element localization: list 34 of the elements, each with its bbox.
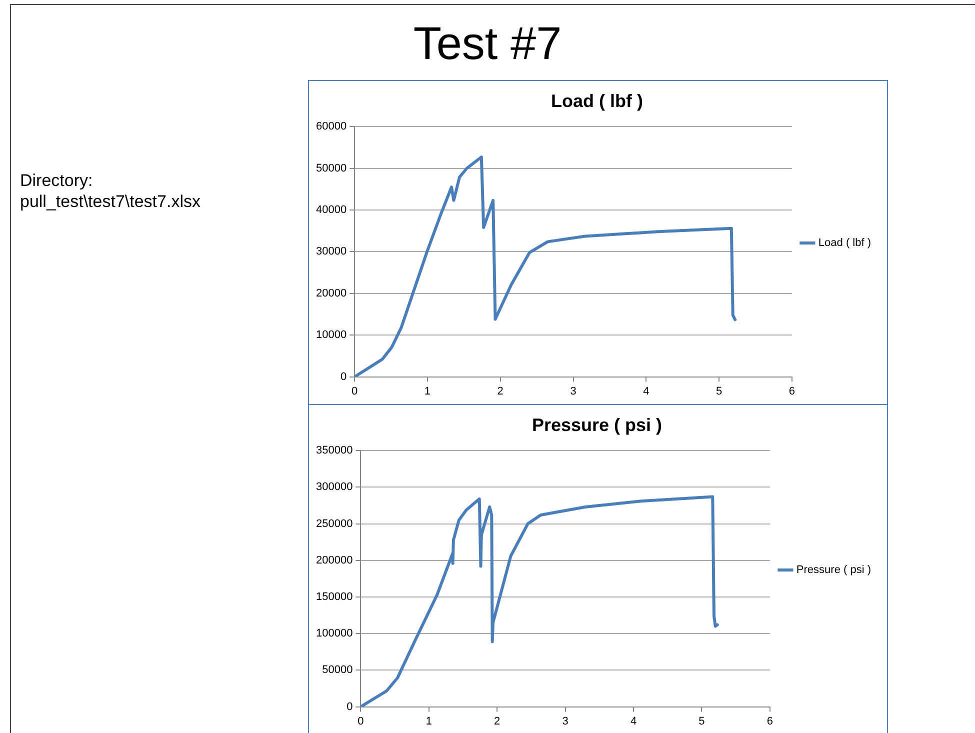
x-tick-label: 3 (570, 385, 576, 398)
x-tick-label: 0 (358, 715, 364, 728)
x-tick-label: 4 (630, 715, 637, 728)
legend-label: Load ( lbf ) (818, 237, 872, 250)
x-tick-label: 2 (497, 385, 504, 398)
x-tick-label: 4 (643, 385, 650, 398)
x-tick-label: 6 (766, 715, 773, 728)
x-tick-label: 5 (716, 385, 722, 398)
y-tick-label: 30000 (316, 246, 347, 258)
y-tick-label: 50000 (322, 664, 353, 676)
x-tick-label: 3 (562, 715, 568, 728)
y-tick-label: 250000 (316, 518, 353, 530)
y-tick-label: 20000 (316, 287, 347, 300)
y-tick-label: 60000 (316, 120, 347, 133)
text: Test #7 (412, 16, 563, 70)
y-tick-label: 0 (340, 370, 347, 383)
text: Directory: pull_test\test7\test7.xlsx (20, 170, 200, 212)
y-tick-label: 40000 (316, 204, 347, 216)
y-tick-label: 0 (346, 700, 353, 713)
x-tick-label: 1 (426, 715, 432, 728)
x-tick-label: 6 (788, 385, 795, 398)
x-tick-label: 1 (424, 385, 431, 398)
y-tick-label: 10000 (316, 329, 347, 342)
y-tick-label: 200000 (316, 554, 353, 566)
x-tick-label: 2 (494, 715, 500, 728)
x-tick-label: 5 (698, 715, 705, 728)
y-tick-label: 300000 (316, 481, 353, 494)
y-tick-label: 350000 (316, 444, 353, 457)
y-tick-label: 150000 (316, 591, 353, 604)
y-tick-label: 100000 (316, 628, 353, 640)
chart-title: Load ( lbf ) (551, 90, 643, 111)
chart-title: Pressure ( psi ) (532, 414, 662, 435)
y-tick-label: 50000 (316, 162, 347, 174)
legend-label: Pressure ( psi ) (796, 564, 872, 576)
